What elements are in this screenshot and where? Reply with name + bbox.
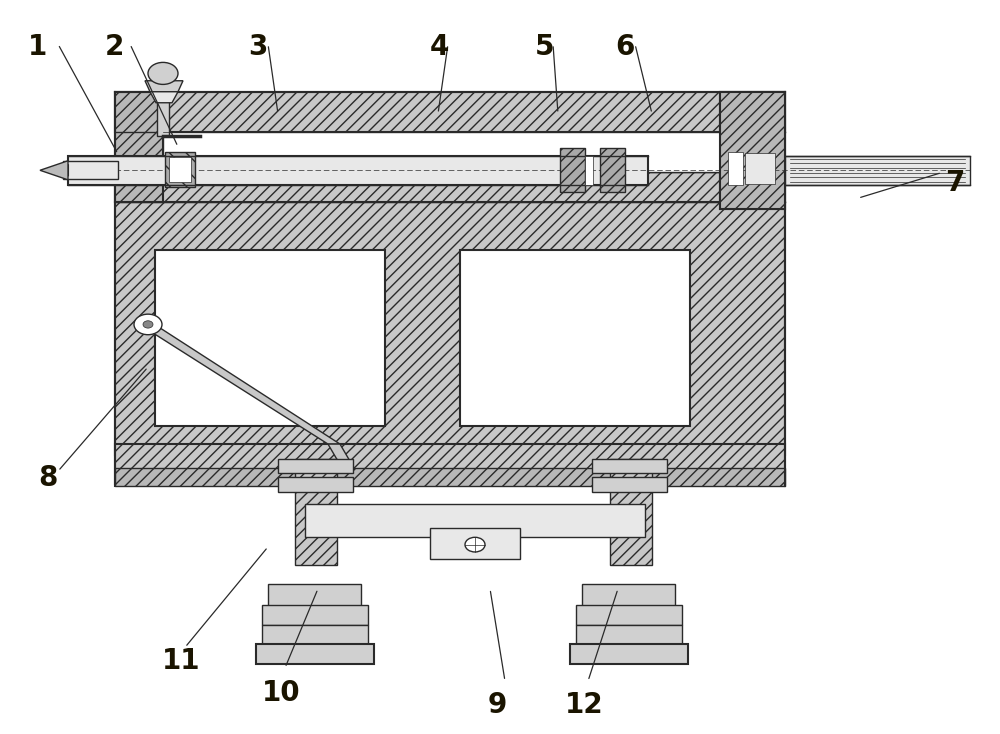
- Bar: [155, 250, 385, 426]
- Text: 11: 11: [162, 647, 200, 675]
- Polygon shape: [328, 444, 355, 470]
- Text: 10: 10: [262, 679, 301, 707]
- Text: 9: 9: [488, 691, 507, 719]
- Polygon shape: [63, 164, 68, 176]
- Bar: [305, 504, 645, 537]
- Polygon shape: [143, 327, 340, 444]
- Bar: [728, 152, 743, 185]
- Text: 12: 12: [565, 691, 604, 719]
- Bar: [570, 644, 688, 664]
- Bar: [720, 92, 785, 209]
- Bar: [262, 605, 368, 625]
- Bar: [720, 92, 785, 209]
- Bar: [585, 156, 593, 185]
- Bar: [169, 157, 191, 182]
- Bar: [63, 161, 118, 179]
- Bar: [165, 152, 195, 187]
- Bar: [576, 605, 682, 625]
- Bar: [278, 477, 353, 492]
- Bar: [256, 644, 374, 664]
- Circle shape: [143, 321, 153, 328]
- Polygon shape: [145, 81, 183, 92]
- Bar: [268, 584, 361, 606]
- Text: 7: 7: [945, 169, 964, 197]
- Bar: [745, 153, 775, 184]
- Bar: [430, 528, 520, 559]
- Bar: [115, 92, 163, 202]
- Text: 2: 2: [105, 33, 124, 61]
- Circle shape: [148, 62, 178, 84]
- Bar: [592, 477, 667, 492]
- Bar: [610, 459, 652, 565]
- Bar: [115, 202, 785, 455]
- Circle shape: [134, 314, 162, 335]
- Text: 4: 4: [430, 33, 449, 61]
- Bar: [576, 625, 682, 646]
- Bar: [278, 459, 353, 473]
- Bar: [157, 81, 169, 136]
- Circle shape: [465, 537, 485, 552]
- Bar: [582, 584, 675, 606]
- Bar: [592, 459, 667, 473]
- Bar: [115, 444, 785, 484]
- Polygon shape: [150, 92, 178, 103]
- Bar: [115, 468, 785, 486]
- Polygon shape: [40, 161, 68, 180]
- Bar: [68, 156, 648, 185]
- Bar: [115, 172, 785, 202]
- Bar: [560, 148, 585, 192]
- Bar: [262, 625, 368, 646]
- Text: 3: 3: [248, 33, 267, 61]
- Text: 1: 1: [28, 33, 47, 61]
- Text: 5: 5: [535, 33, 554, 61]
- Bar: [785, 156, 970, 185]
- Bar: [295, 459, 337, 565]
- Bar: [600, 148, 625, 192]
- Bar: [115, 92, 785, 132]
- Text: 8: 8: [38, 464, 57, 492]
- Bar: [460, 250, 690, 426]
- Text: 6: 6: [615, 33, 634, 61]
- Bar: [163, 132, 720, 172]
